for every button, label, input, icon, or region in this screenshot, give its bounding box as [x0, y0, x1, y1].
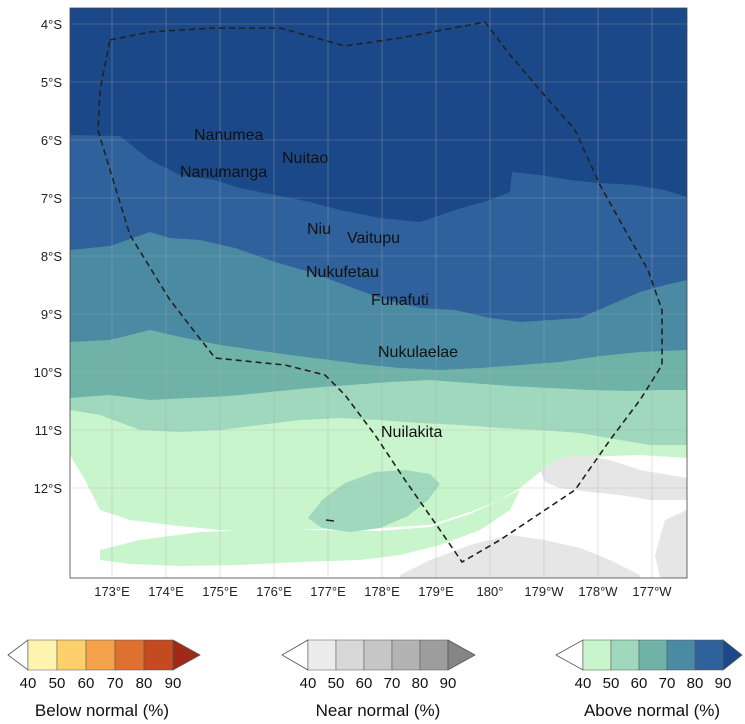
map-frame: [69, 7, 688, 579]
colorbar-tick: 60: [631, 675, 648, 692]
lon-label: 178°W: [578, 584, 618, 599]
colorbar-tick: 50: [328, 675, 345, 692]
colorbar-swatch: [114, 639, 145, 671]
map-area: [69, 7, 688, 579]
lon-label: 178°E: [364, 584, 400, 599]
probability-bands: [70, 8, 687, 578]
lon-label: 173°E: [94, 584, 130, 599]
colorbar-swatch: [363, 639, 393, 671]
gridlines: [70, 8, 687, 578]
colorbar-tick: 40: [300, 675, 317, 692]
lon-label: 176°E: [256, 584, 292, 599]
colorbar-tick: 60: [356, 675, 373, 692]
band-near-normal-se: [655, 510, 687, 578]
colorbar-swatch: [56, 639, 87, 671]
colorbar-high-arrow: [447, 639, 476, 671]
colorbar-swatch: [419, 639, 449, 671]
band-near-normal-south: [400, 535, 640, 578]
small-marker: [325, 519, 335, 522]
lat-label: 11°S: [35, 423, 63, 438]
island-label: Nukulaelae: [378, 344, 458, 361]
island-label: Nukufetau: [306, 264, 379, 281]
island-label: Vaitupu: [347, 230, 400, 247]
lat-label: 8°S: [41, 249, 62, 264]
colorbar-tick: 70: [107, 675, 124, 692]
colorbar-high-arrow: [722, 639, 743, 671]
lat-label: 5°S: [41, 75, 62, 90]
lat-label: 12°S: [34, 481, 63, 496]
colorbar-tick: 70: [384, 675, 401, 692]
colorbar-tick: 70: [659, 675, 676, 692]
lat-label: 7°S: [41, 191, 62, 206]
colorbar-swatch: [335, 639, 365, 671]
eez-boundary: [97, 21, 663, 564]
colorbar-low-arrow: [555, 639, 584, 671]
band-near-normal-east: [540, 455, 687, 500]
colorbar-tick: 80: [687, 675, 704, 692]
colorbar-swatch: [666, 639, 696, 671]
colorbar-swatch: [143, 639, 174, 671]
colorbar-low-arrow: [7, 639, 29, 671]
colorbar-below-normal: 40 50 60 70 80 90 Below normal (%): [7, 639, 201, 720]
colorbar-tick: 40: [575, 675, 592, 692]
colorbar-tick: 90: [715, 675, 732, 692]
colorbar-low-arrow: [281, 639, 309, 671]
band-above-50-blob: [308, 470, 440, 532]
colorbar-tick: 80: [136, 675, 153, 692]
island-label: Nuitao: [282, 150, 328, 167]
colorbar-title: Near normal (%): [316, 701, 441, 720]
colorbar-tick: 60: [78, 675, 95, 692]
lat-label: 10°S: [34, 365, 63, 380]
colorbar-swatch: [610, 639, 640, 671]
lon-label: 179°W: [524, 584, 564, 599]
colorbar-title: Above normal (%): [584, 701, 720, 720]
lat-label: 4°S: [41, 17, 62, 32]
island-label: Nanumanga: [180, 164, 267, 181]
colorbar-tick: 40: [20, 675, 37, 692]
colorbar-title: Below normal (%): [35, 701, 169, 720]
colorbar-swatch: [694, 639, 724, 671]
latitude-axis: 4°S 5°S 6°S 7°S 8°S 9°S 10°S 11°S 12°S: [34, 17, 63, 496]
band-above-40-south: [100, 490, 520, 566]
island-label: Niu: [307, 221, 331, 238]
colorbar-tick: 50: [49, 675, 66, 692]
colorbar-tick: 80: [412, 675, 429, 692]
colorbar-tick: 90: [440, 675, 457, 692]
colorbar-swatch: [582, 639, 612, 671]
colorbar-swatch: [307, 639, 337, 671]
lon-label: 180°: [477, 584, 504, 599]
colorbar-tick: 50: [603, 675, 620, 692]
colorbar-swatch: [27, 639, 58, 671]
lon-label: 175°E: [202, 584, 238, 599]
lon-label: 179°E: [418, 584, 454, 599]
lon-label: 177°W: [632, 584, 672, 599]
island-label: Funafuti: [371, 292, 429, 309]
island-labels: Nanumea Nuitao Nanumanga Niu Vaitupu Nuk…: [180, 127, 458, 441]
colorbar-high-arrow: [172, 639, 201, 671]
lon-label: 174°E: [148, 584, 184, 599]
lat-label: 9°S: [41, 307, 62, 322]
colorbar-tick: 90: [165, 675, 182, 692]
longitude-axis: 173°E 174°E 175°E 176°E 177°E 178°E 179°…: [94, 584, 672, 599]
island-label: Nuilakita: [381, 424, 442, 441]
colorbar-swatch: [85, 639, 116, 671]
lat-label: 6°S: [41, 133, 62, 148]
lon-label: 177°E: [310, 584, 346, 599]
colorbar-above-normal: 40 50 60 70 80 90 Above normal (%): [555, 639, 743, 720]
island-label: Nanumea: [194, 127, 263, 144]
colorbar-swatch: [638, 639, 668, 671]
colorbar-near-normal: 40 50 60 70 80 90 Near normal (%): [281, 639, 476, 720]
colorbar-swatch: [391, 639, 421, 671]
